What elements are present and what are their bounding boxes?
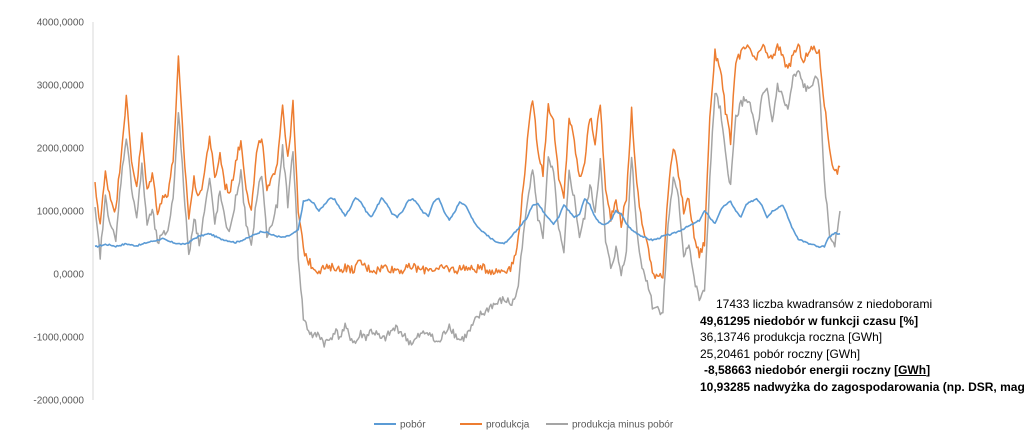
y-tick-label: 3000,0000: [37, 81, 85, 92]
y-tick-label: 4000,0000: [37, 18, 85, 29]
legend: pobór produkcja produkcja minus pobór: [374, 420, 674, 431]
stat-row-production: 36,13746 produkcja roczna [GWh]: [700, 329, 1024, 346]
stat-value: 36,13746: [700, 330, 751, 344]
stat-label: niedobór energii roczny [GWh]: [754, 363, 931, 377]
stat-label: produkcja roczna [GWh]: [753, 330, 883, 344]
y-tick-label: 1000,0000: [37, 207, 85, 218]
stat-label: nadwyżka do zagospodarowania (np. DSR, m…: [753, 379, 1024, 394]
stat-value: -8,58663: [704, 363, 752, 377]
stat-value: 25,20461: [700, 346, 751, 361]
y-axis-ticks: 4000,0000 3000,0000 2000,0000 1000,0000 0,00…: [33, 18, 84, 407]
series-line-produkcja: [94, 43, 841, 280]
stat-label: liczba kwadransów z niedoborami: [752, 297, 933, 311]
y-tick-label: 2000,0000: [37, 144, 85, 155]
stat-row-quarters: 17433 liczba kwadransów z niedoborami: [700, 296, 1024, 313]
series-line-produkcja-minus-pobor: [94, 70, 841, 348]
y-tick-label: 0,0000: [53, 270, 84, 281]
series-line-pobor: [94, 197, 841, 249]
stat-label: pobór roczny [GWh]: [753, 346, 861, 361]
stat-value: 49,61295: [700, 313, 751, 328]
stats-block: 17433 liczba kwadransów z niedoborami 49…: [700, 296, 1024, 395]
legend-label: pobór: [400, 420, 426, 431]
series-layer: [94, 43, 841, 348]
stat-row-consumption: 25,20461 pobór roczny [GWh]: [700, 346, 1024, 363]
stat-row-surplus: 10,93285 nadwyżka do zagospodarowania (n…: [700, 379, 1024, 396]
y-tick-label: -2000,0000: [33, 396, 84, 407]
legend-label: produkcja minus pobór: [572, 420, 674, 431]
stat-value: 10,93285: [700, 379, 751, 394]
stat-label: niedobór w funkcji czasu [%]: [753, 313, 919, 328]
legend-label: produkcja: [486, 420, 530, 431]
y-tick-label: -1000,0000: [33, 333, 84, 344]
stat-row-energy-deficit: -8,58663 niedobór energii roczny [GWh]: [700, 362, 1024, 379]
stat-value: 17433: [716, 297, 750, 311]
stat-row-deficit-time: 49,61295 niedobór w funkcji czasu [%]: [700, 313, 1024, 330]
